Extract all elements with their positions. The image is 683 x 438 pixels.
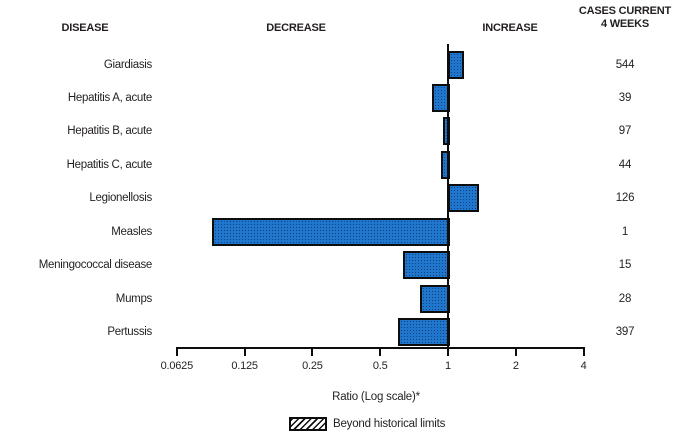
cases-count: 1	[621, 225, 629, 238]
column-header-cases-line1: CASES CURRENT	[578, 5, 672, 17]
axis-tick	[175, 347, 178, 356]
disease-label: Measles	[111, 225, 152, 238]
axis-tick-label: 2	[512, 360, 519, 372]
cases-count: 126	[615, 192, 635, 205]
legend: Beyond historical limits	[289, 417, 445, 431]
axis-tick	[582, 347, 585, 356]
cases-count: 97	[618, 125, 632, 138]
axis-tick-label: 1	[445, 360, 451, 372]
axis-tick	[243, 347, 246, 356]
axis-tick-label: 0.0625	[160, 360, 194, 372]
ratio-bar	[448, 50, 464, 79]
disease-label: Hepatitis A, acute	[67, 91, 152, 104]
cases-count: 544	[615, 58, 635, 71]
axis-tick-label: 0.125	[231, 360, 258, 372]
x-axis-label: Ratio (Log scale)*	[332, 391, 420, 403]
disease-label: Mumps	[115, 292, 153, 305]
cases-count: 15	[618, 259, 632, 272]
axis-tick	[514, 347, 517, 356]
cases-count: 28	[618, 292, 632, 305]
ratio-bar	[419, 284, 450, 313]
ratio-bar	[402, 251, 450, 280]
column-header-cases: CASES CURRENT 4 WEEKS	[565, 5, 683, 31]
disease-label: Legionellosis	[89, 192, 152, 205]
disease-label: Giardiasis	[103, 58, 152, 71]
column-header-increase: INCREASE	[482, 22, 538, 34]
disease-label: Hepatitis B, acute	[67, 125, 152, 138]
disease-label: Pertussis	[107, 326, 152, 339]
column-header-disease: DISEASE	[61, 22, 109, 34]
axis-tick	[447, 347, 449, 356]
axis-tick-label: 4	[580, 360, 587, 372]
ratio-1-baseline	[447, 44, 449, 349]
column-header-cases-line2: 4 WEEKS	[600, 18, 650, 30]
axis-tick	[379, 347, 382, 356]
cases-count: 39	[618, 91, 632, 104]
disease-label: Meningococcal disease	[38, 259, 153, 272]
legend-label: Beyond historical limits	[333, 418, 446, 430]
disease-label: Hepatitis C, acute	[66, 158, 153, 171]
axis-tick-label: 0.25	[302, 360, 323, 372]
ratio-bar	[212, 217, 450, 246]
axis-tick-label: 0.5	[372, 360, 388, 372]
ratio-bar	[448, 184, 480, 213]
cases-count: 397	[615, 326, 635, 339]
cases-count: 44	[618, 158, 632, 171]
axis-tick	[311, 347, 314, 356]
column-header-decrease: DECREASE	[266, 22, 326, 34]
ratio-bar	[398, 318, 450, 347]
hatch-swatch-icon	[289, 417, 327, 431]
